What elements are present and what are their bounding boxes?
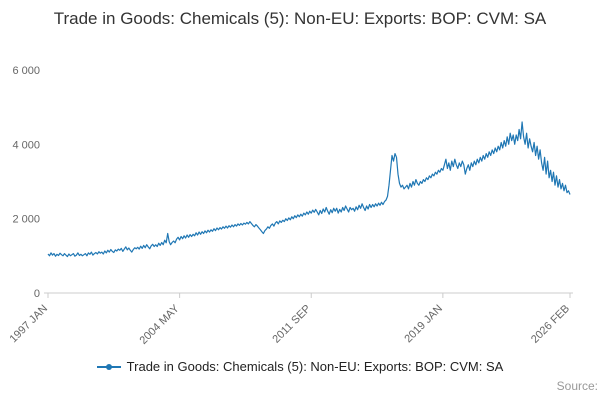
- source-label: Source:: [556, 379, 598, 393]
- time-series-chart: 0 2 000 4 000 6 000 1997 JAN 2004 MAY 2011 SEP…: [7, 65, 573, 347]
- legend-label: Trade in Goods: Chemicals (5): Non-EU: E…: [126, 359, 504, 374]
- y-axis-tick-label: 2 000: [12, 214, 40, 226]
- y-axis-tick-label: 6 000: [12, 65, 40, 77]
- chart-title: Trade in Goods: Chemicals (5): Non-EU: E…: [53, 9, 547, 28]
- x-axis-tick-label: 2026 FEB: [529, 303, 572, 346]
- legend: Trade in Goods: Chemicals (5): Non-EU: E…: [0, 359, 600, 374]
- y-axis-tick-label: 0: [34, 288, 40, 300]
- series-line: [47, 121, 571, 258]
- y-axis-tick-label: 4 000: [12, 139, 40, 151]
- x-axis-tick-label: 2011 SEP: [270, 303, 313, 346]
- legend-item[interactable]: Trade in Goods: Chemicals (5): Non-EU: E…: [96, 359, 504, 374]
- x-axis-tick-label: 2004 MAY: [138, 302, 183, 347]
- line-series-marker-icon: [96, 363, 121, 370]
- x-axis-tick-label: 2019 JAN: [402, 303, 445, 346]
- x-axis-tick-label: 1997 JAN: [7, 303, 50, 346]
